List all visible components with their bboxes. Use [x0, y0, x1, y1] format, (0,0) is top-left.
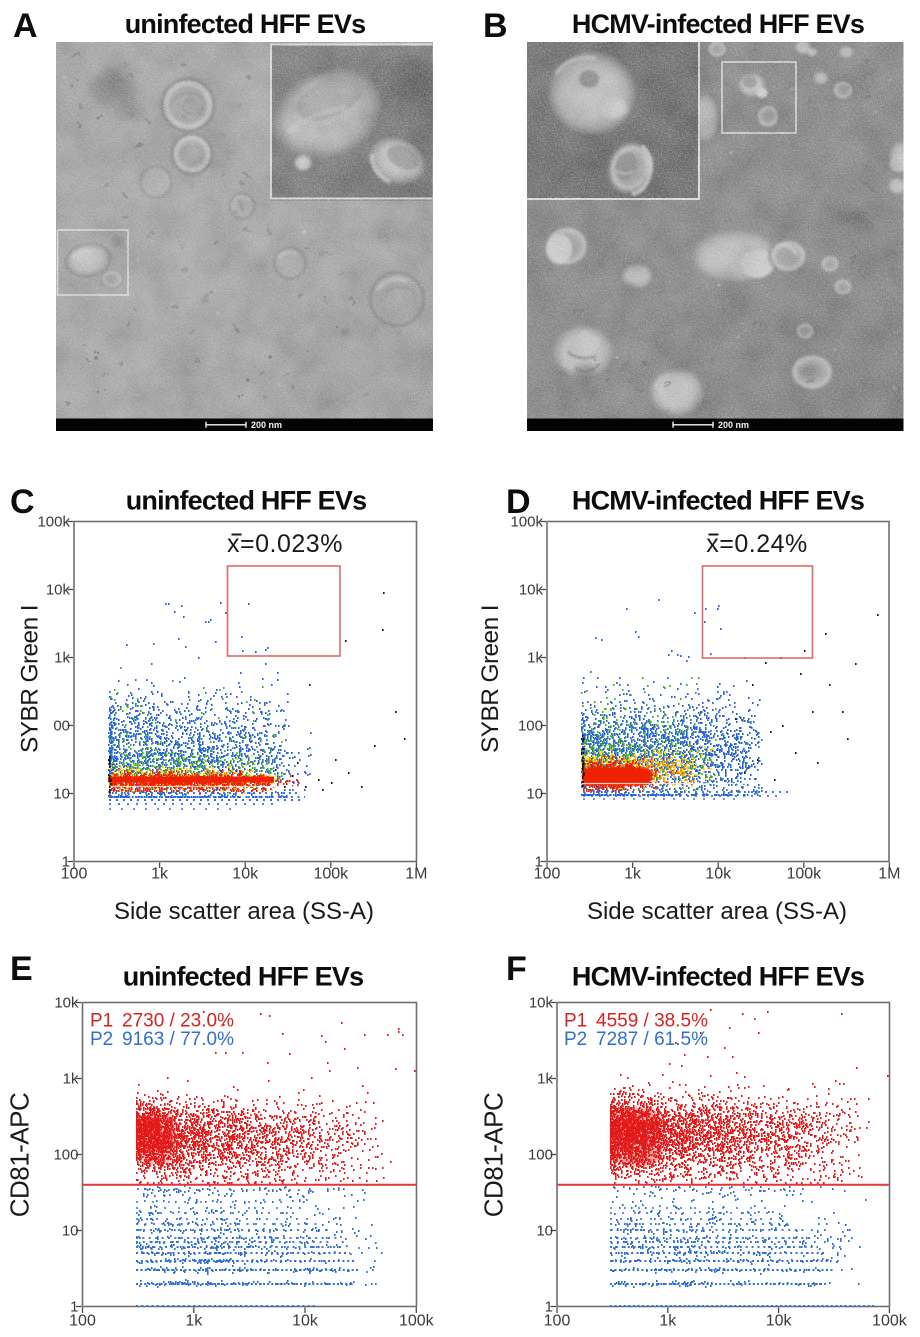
svg-text:P1: P1 [564, 1011, 587, 1032]
svg-text:uninfected HFF EVs: uninfected HFF EVs [126, 486, 367, 516]
svg-text:1k: 1k [624, 866, 642, 883]
svg-text:uninfected HFF EVs: uninfected HFF EVs [123, 962, 364, 992]
svg-text:100k: 100k [399, 1313, 435, 1330]
svg-text:10k: 10k [519, 582, 544, 599]
svg-text:7287 / 61.5%: 7287 / 61.5% [596, 1029, 708, 1050]
svg-text:1M: 1M [405, 866, 427, 883]
svg-text:C: C [10, 483, 35, 521]
svg-text:F: F [506, 950, 527, 988]
svg-text:A: A [13, 7, 38, 45]
svg-text:P2: P2 [564, 1029, 587, 1050]
svg-text:1: 1 [545, 1299, 553, 1316]
svg-text:CD81-APC: CD81-APC [479, 1093, 509, 1218]
svg-text:10k: 10k [766, 1313, 793, 1330]
svg-text:100: 100 [518, 718, 543, 735]
svg-text:100k: 100k [872, 1313, 908, 1330]
svg-text:100k: 100k [786, 866, 822, 883]
svg-text:200 nm: 200 nm [718, 420, 749, 430]
svg-text:1k: 1k [151, 866, 169, 883]
svg-text:10k: 10k [232, 866, 259, 883]
svg-text:Side scatter area (SS-A): Side scatter area (SS-A) [587, 898, 847, 925]
svg-text:100: 100 [534, 866, 561, 883]
svg-text:10k: 10k [46, 582, 71, 599]
svg-text:4559 / 38.5%: 4559 / 38.5% [596, 1011, 708, 1032]
svg-text:100k: 100k [510, 514, 543, 531]
svg-text:1: 1 [70, 1299, 78, 1316]
svg-text:P2: P2 [90, 1029, 113, 1050]
svg-text:HCMV-infected HFF EVs: HCMV-infected HFF EVs [572, 962, 864, 992]
svg-text:P1: P1 [90, 1011, 113, 1032]
svg-text:100k: 100k [37, 514, 70, 531]
svg-text:HCMV-infected HFF EVs: HCMV-infected HFF EVs [572, 486, 864, 516]
svg-text:100: 100 [69, 1313, 96, 1330]
svg-text:x=0.023%: x=0.023% [227, 530, 343, 558]
svg-text:100k: 100k [313, 866, 349, 883]
svg-text:1: 1 [62, 854, 70, 871]
svg-text:100: 100 [61, 866, 88, 883]
svg-text:Side scatter area (SS-A): Side scatter area (SS-A) [114, 898, 374, 925]
svg-text:9163 / 77.0%: 9163 / 77.0% [122, 1029, 234, 1050]
svg-text:SYBR Green I: SYBR Green I [477, 605, 504, 753]
svg-text:2730 / 23.0%: 2730 / 23.0% [122, 1011, 234, 1032]
svg-text:00: 00 [53, 718, 70, 735]
svg-text:1k: 1k [63, 1071, 79, 1088]
svg-text:10: 10 [536, 1223, 553, 1240]
svg-text:100: 100 [53, 1147, 78, 1164]
svg-text:CD81-APC: CD81-APC [5, 1093, 35, 1218]
svg-text:HCMV-infected HFF EVs: HCMV-infected HFF EVs [572, 9, 864, 39]
svg-text:10: 10 [53, 786, 70, 803]
svg-text:10k: 10k [54, 995, 79, 1012]
svg-text:B: B [483, 7, 508, 45]
svg-text:100: 100 [544, 1313, 571, 1330]
svg-text:100: 100 [528, 1147, 553, 1164]
svg-text:1k: 1k [659, 1313, 677, 1330]
svg-text:1M: 1M [878, 866, 900, 883]
svg-text:10k: 10k [529, 995, 554, 1012]
svg-text:1k: 1k [185, 1313, 203, 1330]
svg-text:200 nm: 200 nm [251, 420, 282, 430]
svg-text:D: D [506, 483, 531, 521]
svg-text:uninfected HFF EVs: uninfected HFF EVs [125, 9, 366, 39]
svg-text:1: 1 [535, 854, 543, 871]
svg-text:1k: 1k [54, 650, 70, 667]
svg-text:10: 10 [62, 1223, 79, 1240]
svg-text:E: E [10, 950, 33, 988]
svg-text:1k: 1k [537, 1071, 553, 1088]
svg-text:10k: 10k [705, 866, 732, 883]
svg-text:SYBR Green I: SYBR Green I [17, 605, 44, 753]
svg-text:x=0.24%: x=0.24% [706, 530, 808, 558]
svg-text:10k: 10k [292, 1313, 319, 1330]
svg-text:10: 10 [526, 786, 543, 803]
svg-text:1k: 1k [527, 650, 543, 667]
